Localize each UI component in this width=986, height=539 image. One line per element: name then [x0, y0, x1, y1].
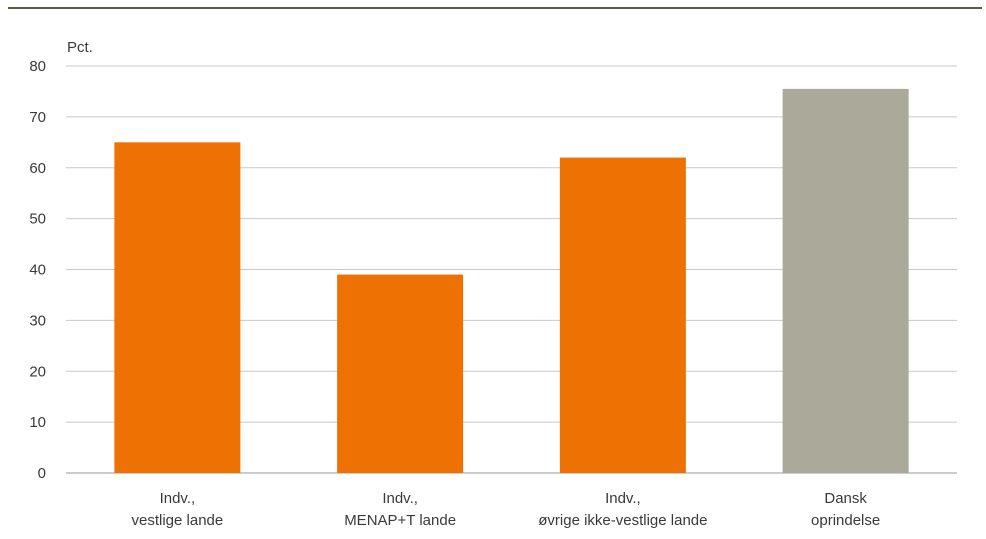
x-category-label: Dansk: [824, 490, 867, 507]
x-category-label: oprindelse: [811, 512, 880, 529]
y-tick-label: 60: [29, 160, 46, 177]
y-tick-label: 20: [29, 363, 46, 380]
x-category-label: vestlige lande: [132, 512, 224, 529]
y-tick-label: 30: [29, 312, 46, 329]
bars: [114, 88, 909, 474]
x-category-label: øvrige ikke-vestlige lande: [538, 512, 707, 529]
y-tick-label: 10: [29, 414, 46, 431]
x-axis-category-labels: Indv., vestlige lande Indv., MENAP+T lande I…: [132, 490, 881, 529]
y-axis-unit-label: Pct.: [67, 39, 93, 56]
y-tick-label: 40: [29, 262, 46, 279]
bar: [337, 274, 464, 473]
x-category-label: Indv.,: [382, 490, 418, 507]
bar: [782, 88, 909, 474]
y-tick-label: 50: [29, 211, 46, 228]
y-tick-label: 80: [29, 58, 46, 75]
bar: [559, 157, 686, 473]
bar: [114, 142, 241, 473]
y-tick-label: 0: [38, 465, 46, 482]
y-axis-tick-labels: 0 10 20 30 40 50 60 70 80: [29, 58, 46, 482]
x-category-label: MENAP+T lande: [344, 512, 456, 529]
x-category-label: Indv.,: [160, 490, 196, 507]
x-category-label: Indv.,: [605, 490, 641, 507]
y-tick-label: 70: [29, 109, 46, 126]
